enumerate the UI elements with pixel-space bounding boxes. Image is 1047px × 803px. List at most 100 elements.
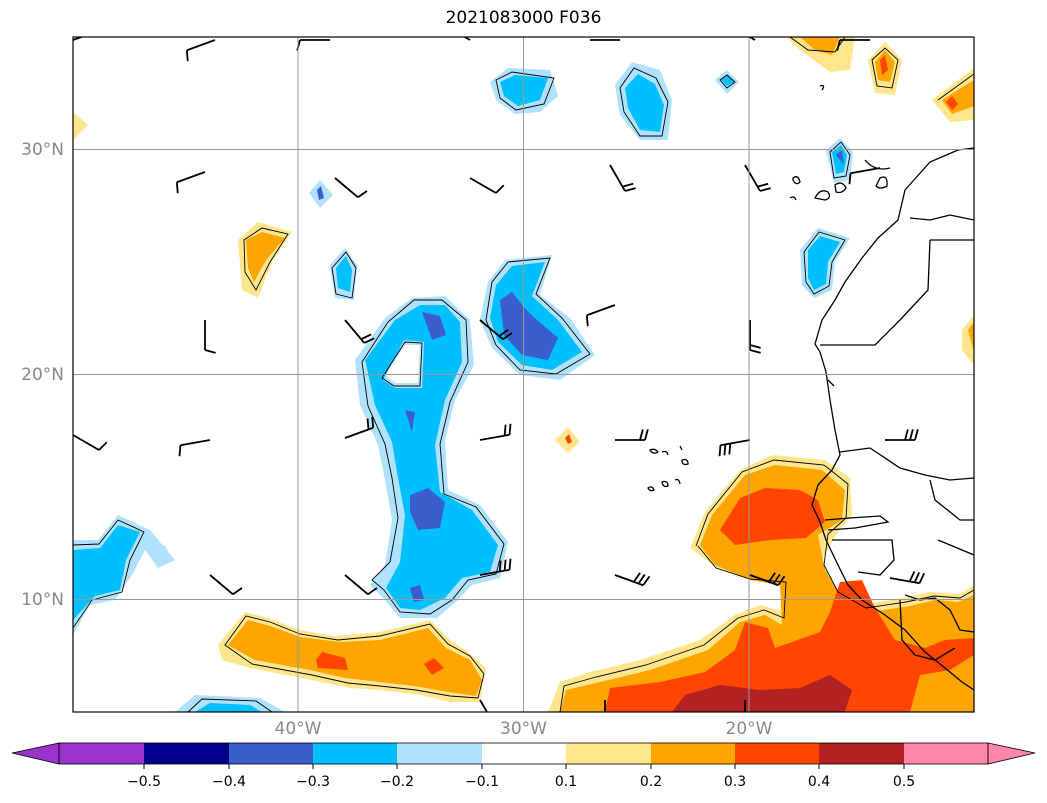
wind-barbs-layer <box>45 25 926 733</box>
wind-barb <box>344 574 369 595</box>
wind-barb-flag <box>644 429 649 441</box>
colorbar-segment <box>397 743 482 764</box>
wind-barb <box>614 574 644 587</box>
colorbar-tick-label: 0.1 <box>555 774 577 790</box>
lat-label-30n: 30°N <box>21 140 64 160</box>
negative-anomaly-region <box>832 145 847 174</box>
negative-anomaly-region <box>721 75 734 86</box>
gridlines <box>73 37 974 712</box>
lat-labels: 30°N 20°N 10°N <box>21 140 64 610</box>
contour-layer <box>73 37 974 712</box>
wind-barb-flag <box>639 429 644 441</box>
negative-anomaly-region <box>410 585 424 602</box>
wind-barb-flag <box>367 587 378 596</box>
wind-barb-flag <box>622 182 634 188</box>
wind-barb-flag <box>45 310 46 321</box>
wind-barb-flag <box>98 441 108 451</box>
wind-barb-flag <box>363 337 375 344</box>
wind-barb-flag <box>759 187 771 192</box>
wind-barb <box>344 426 374 439</box>
wind-barb-flag <box>749 344 761 349</box>
negative-anomaly-region <box>73 515 175 635</box>
wind-barb-flag <box>371 416 375 428</box>
wind-barb-flag <box>908 571 916 582</box>
positive-anomaly-region <box>720 488 825 545</box>
colorbar-tick-label: −0.1 <box>465 774 499 790</box>
wind-barb-flag <box>175 182 179 194</box>
wind-barb-flag <box>357 190 368 199</box>
wind-barb <box>73 165 74 166</box>
wind-barb <box>209 574 234 595</box>
colorbar-tick-label: −0.4 <box>212 774 246 790</box>
wind-barb-flag <box>178 445 182 457</box>
colorbar-segment <box>651 743 735 764</box>
colorbar-segment <box>735 743 819 764</box>
negative-anomaly-region <box>195 703 262 712</box>
negative-anomaly-region <box>500 292 558 360</box>
wind-barb-flag <box>913 571 921 583</box>
colorbar-segment <box>313 743 397 764</box>
negative-anomaly-region <box>336 256 352 292</box>
colorbar-frame <box>58 742 989 765</box>
colorbar-segment <box>566 743 651 764</box>
coastline-layer <box>647 84 974 691</box>
wind-barb <box>748 37 756 41</box>
wind-barb-flag <box>508 558 512 570</box>
wind-barb <box>479 319 504 340</box>
wind-barb <box>479 433 510 441</box>
negative-anomaly-region <box>73 525 140 620</box>
wind-barb-flag <box>232 587 243 596</box>
wind-barb-flag <box>436 25 444 33</box>
colorbar-tick-label: 0.4 <box>808 774 830 790</box>
wind-barb-flag <box>642 575 651 586</box>
lat-label-10n: 10°N <box>21 590 64 610</box>
positive-anomaly-region <box>672 675 852 712</box>
negative-anomaly-region <box>836 150 844 165</box>
colorbar-tick-label: 0.3 <box>724 774 746 790</box>
wind-barb <box>463 37 471 41</box>
positive-anomaly-region <box>946 96 958 110</box>
wind-barb-flag <box>848 173 852 185</box>
wind-barb <box>176 171 206 184</box>
wind-barb-flag <box>498 329 509 337</box>
negative-anomaly-region <box>405 410 415 432</box>
wind-barb-flag <box>508 423 512 435</box>
colorbar-segment <box>904 743 988 764</box>
positive-anomaly-region <box>880 55 888 75</box>
colorbar-segment <box>482 743 566 764</box>
negative-anomaly-region <box>422 312 446 340</box>
wind-barb-flag <box>914 429 919 441</box>
colorbar-tick-label: 0.5 <box>893 774 915 790</box>
map-frame <box>72 36 975 713</box>
wind-barb-flag <box>360 333 372 340</box>
colorbar-segment <box>59 743 144 764</box>
negative-anomaly-region <box>317 186 324 200</box>
wind-barb <box>749 574 779 587</box>
wind-barb-flag <box>909 429 914 441</box>
colorbar-segment <box>229 743 313 764</box>
map-area[interactable] <box>45 19 974 745</box>
wind-barb <box>73 434 100 451</box>
positive-anomaly-region <box>424 658 444 675</box>
wind-barb <box>889 577 920 585</box>
lat-label-20n: 20°N <box>21 365 64 385</box>
wind-barb <box>586 304 616 317</box>
wind-barb <box>73 300 74 301</box>
wind-barb-flag <box>723 444 727 456</box>
wind-barb-flag <box>498 560 502 572</box>
wind-barb-flag <box>624 187 636 192</box>
wind-barb-flag <box>185 50 189 62</box>
colorbar-extend-high <box>987 742 1036 765</box>
negative-anomaly-region <box>410 488 445 530</box>
wind-barb-flag <box>502 332 513 341</box>
positive-anomaly-region <box>316 652 348 670</box>
wind-barb-flag <box>585 315 589 327</box>
wind-barb-flag <box>605 730 616 733</box>
positive-anomaly-region <box>800 37 840 55</box>
wind-barb-flag <box>204 349 216 354</box>
lon-label-40w: 40°W <box>275 719 322 739</box>
wind-barb-flag <box>749 349 761 354</box>
colorbar-segment <box>819 743 904 764</box>
wind-barb-flag <box>633 572 641 583</box>
